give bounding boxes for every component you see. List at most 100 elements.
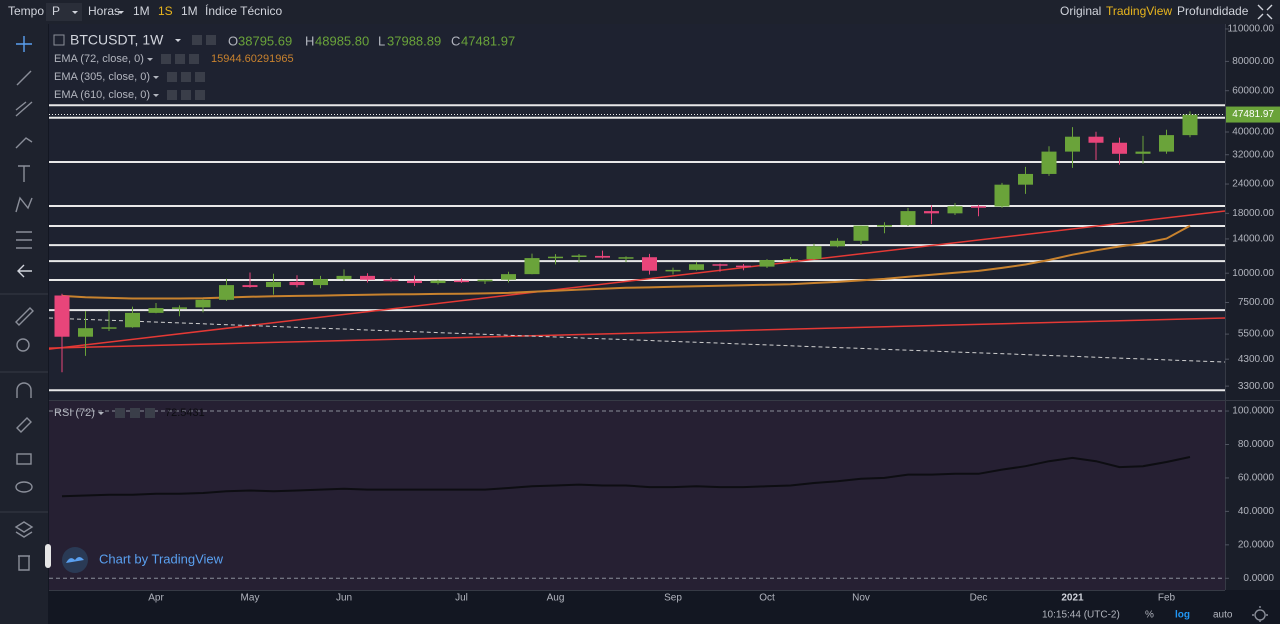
candle-body [266, 281, 281, 288]
rsi-title[interactable]: RSI (72) [54, 407, 95, 419]
fullscreen-icon[interactable] [1257, 4, 1273, 20]
y-tick-label: 18000.00 [1232, 208, 1274, 219]
toolbar-button[interactable]: Índice Técnico [205, 3, 282, 18]
legend-button[interactable] [189, 54, 199, 64]
price-pane [49, 24, 1225, 400]
legend-button[interactable] [145, 408, 155, 418]
legend-button[interactable] [206, 35, 216, 45]
y-tick-label: 60000.00 [1232, 85, 1274, 96]
candle-body [54, 295, 70, 337]
y-tick-label: 20.0000 [1238, 539, 1275, 550]
watermark: Chart by TradingView [62, 547, 224, 573]
indicator-name[interactable]: EMA (610, close, 0) [54, 89, 150, 101]
y-tick-label: 4300.00 [1238, 354, 1275, 365]
prediction-icon[interactable] [16, 231, 32, 249]
x-tick-label: Dec [970, 593, 988, 604]
ohlc-label: H [305, 33, 314, 48]
y-tick-label: 14000.00 [1232, 234, 1274, 245]
collapse-box[interactable] [53, 34, 65, 46]
lock-icon[interactable] [16, 453, 32, 465]
legend-button[interactable] [181, 72, 191, 82]
legend-button[interactable] [195, 90, 205, 100]
brush-icon[interactable] [15, 137, 33, 149]
ruler-icon[interactable] [15, 307, 34, 326]
fib-icon[interactable] [15, 101, 33, 117]
candle-body [971, 206, 986, 208]
toolbar-left: Tempo P Horas 1M 1S 1M Índice Técnico [8, 3, 282, 21]
dropdown-arrow [153, 94, 159, 97]
legend-button[interactable] [192, 35, 202, 45]
y-tick-label: 100.0000 [1232, 406, 1274, 417]
toolbar-button[interactable]: Original [1060, 4, 1101, 18]
toolbar-button[interactable]: P [52, 4, 60, 18]
candle-body [195, 299, 211, 308]
x-tick-label: 2021 [1061, 593, 1084, 604]
legend-button[interactable] [161, 54, 171, 64]
lock-drawing-icon[interactable] [16, 417, 32, 433]
dropdown-arrow [72, 11, 78, 14]
zoom-icon[interactable] [16, 338, 30, 352]
back-icon[interactable] [17, 264, 32, 278]
toolbar-button-active[interactable]: 1S [158, 4, 173, 18]
candle-body [219, 285, 234, 300]
candle-body [1065, 136, 1080, 152]
toolbar-button[interactable]: Horas [88, 4, 120, 18]
settings-icon[interactable] [1252, 606, 1268, 622]
candle-body [1041, 151, 1057, 174]
candle-body [595, 255, 610, 258]
legend-button[interactable] [115, 408, 125, 418]
toolbar-button[interactable]: Profundidade [1177, 4, 1249, 18]
plot: 3300.00 4300.00 5500.00 7500.00 10000.00 1400… [48, 24, 1280, 604]
magnet-icon[interactable] [16, 382, 32, 398]
y-tick-label: 40000.00 [1232, 127, 1274, 138]
candle-body [806, 246, 822, 259]
crosshair-icon[interactable] [16, 36, 32, 52]
y-tick-label: 40.0000 [1238, 506, 1275, 517]
candle-body [454, 280, 469, 283]
candle-body [759, 260, 775, 267]
toolbar-button-active[interactable]: TradingView [1106, 4, 1172, 18]
ohlc-label: L [378, 33, 385, 48]
legend-button[interactable] [167, 72, 177, 82]
panel-handle[interactable] [45, 544, 51, 568]
legend-button[interactable] [167, 90, 177, 100]
trend-line [48, 317, 1226, 363]
trendline-icon[interactable] [16, 70, 32, 86]
toolbar-button[interactable]: 1M [133, 4, 150, 18]
candle-body [783, 258, 798, 261]
drawing-tools [0, 36, 51, 571]
visibility-icon[interactable] [15, 481, 33, 493]
y-tick-label: 0.0000 [1243, 573, 1274, 584]
legend-button[interactable] [195, 72, 205, 82]
rsi-value: 72.5431 [165, 407, 205, 419]
indicator-name[interactable]: EMA (305, close, 0) [54, 71, 150, 83]
candle-body [665, 269, 681, 272]
scale-button[interactable]: % [1145, 610, 1154, 621]
legend-button[interactable] [175, 54, 185, 64]
indicator-name[interactable]: EMA (72, close, 0) [54, 53, 144, 65]
legend-button[interactable] [130, 408, 140, 418]
layers-icon[interactable] [14, 521, 34, 538]
watermark-text[interactable]: Chart by TradingView [99, 551, 224, 566]
candle-body [1018, 173, 1033, 185]
candle-body [1088, 136, 1104, 143]
symbol-select[interactable] [46, 3, 82, 21]
scale-button[interactable]: auto [1213, 610, 1233, 621]
y-tick-label: 10000.00 [1232, 268, 1274, 279]
toolbar-button[interactable]: 1M [181, 4, 198, 18]
candle-body [383, 279, 399, 282]
text-icon[interactable] [18, 165, 30, 182]
x-tick-label: Aug [547, 593, 565, 604]
candle-body [125, 312, 140, 328]
top-bar [0, 0, 1280, 24]
y-tick-label: 32000.00 [1232, 149, 1274, 160]
pattern-icon[interactable] [15, 196, 33, 213]
candle-body [524, 258, 540, 275]
dropdown-arrow [147, 58, 153, 61]
candle-body [1182, 114, 1198, 136]
toolbar-button[interactable]: Tempo [8, 4, 44, 18]
legend-button[interactable] [181, 90, 191, 100]
trash-icon[interactable] [18, 555, 30, 571]
left-toolbar [0, 24, 48, 624]
scale-button-active[interactable]: log [1175, 610, 1190, 621]
